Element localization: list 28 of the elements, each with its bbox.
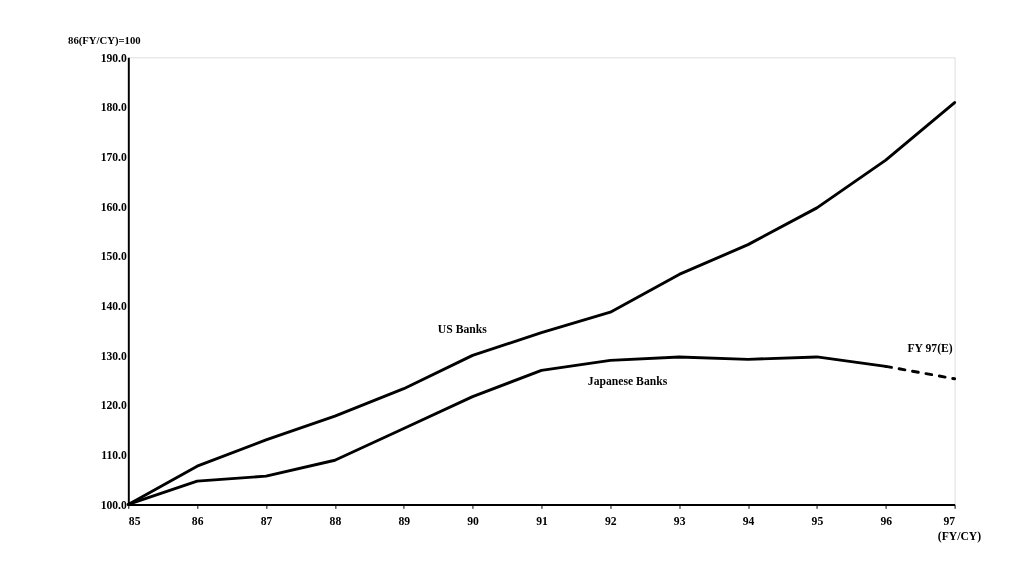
y-tick-label: 140.0 [100,300,128,314]
y-tick-label: 100.0 [100,498,128,512]
x-tick-label: 89 [398,515,411,529]
x-tick-label: 95 [811,515,824,529]
x-tick-label: 96 [880,515,893,529]
annotation: FY 97(E) [907,341,953,355]
series-label: Japanese Banks [587,375,668,389]
y-tick-label: 190.0 [100,51,128,65]
x-tick-label: 85 [128,515,141,529]
x-axis-title: (FY/CY) [937,530,982,544]
x-tick-label: 93 [673,515,686,529]
y-tick-label: 180.0 [100,101,128,115]
x-tick-label: 97 [943,515,956,529]
y-tick-label: 150.0 [100,250,128,264]
y-tick-label: 110.0 [101,449,128,463]
x-tick-label: 91 [536,515,548,529]
y-axis-title: 86(FY/CY)=100 [68,33,141,47]
x-tick-label: 87 [260,515,273,529]
y-tick-label: 120.0 [100,399,128,413]
x-tick-label: 92 [604,515,617,529]
x-tick-label: 94 [742,515,755,529]
x-tick-label: 88 [329,515,342,529]
y-tick-label: 130.0 [100,349,128,363]
series-label: US Banks [437,322,488,336]
x-tick-label: 86 [191,515,204,529]
y-tick-label: 170.0 [100,151,128,165]
y-tick-label: 160.0 [100,200,128,214]
x-tick-label: 90 [467,515,480,529]
